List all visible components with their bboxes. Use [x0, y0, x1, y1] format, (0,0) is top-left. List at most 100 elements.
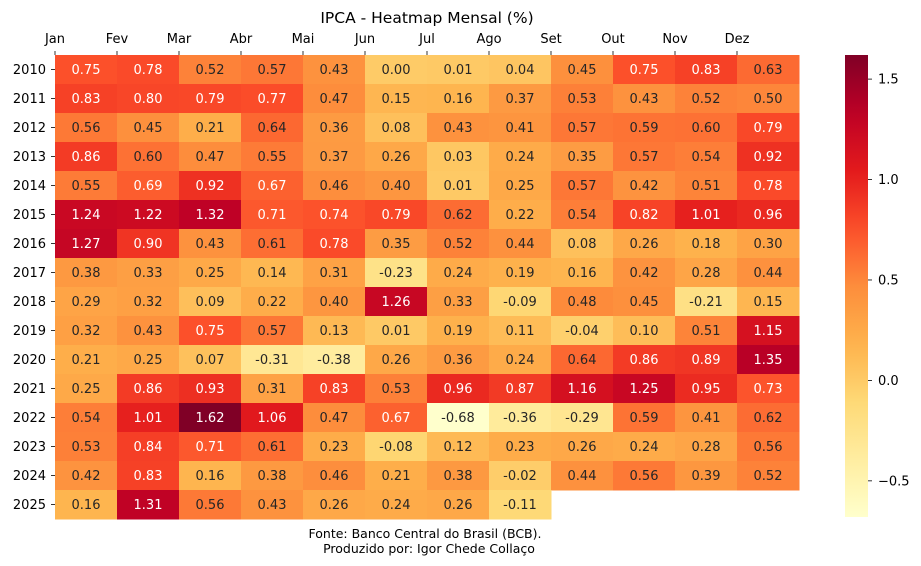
heatmap-cell	[365, 316, 428, 346]
cell-value-label: 0.64	[568, 353, 597, 368]
heatmap-cell	[489, 55, 552, 85]
cell-value-label: 0.67	[258, 179, 287, 194]
heatmap-cell	[613, 229, 676, 259]
cell-value-label: 0.86	[630, 353, 659, 368]
heatmap-cell	[427, 345, 490, 375]
heatmap-cell	[241, 403, 304, 433]
heatmap-cell	[489, 490, 552, 520]
cell-value-label: 0.52	[692, 92, 721, 107]
cell-value-label: 0.75	[630, 63, 659, 78]
cell-value-label: 0.45	[134, 121, 163, 136]
heatmap-cell	[179, 403, 242, 433]
heatmap-cell	[55, 461, 118, 491]
cell-value-label: -0.38	[317, 353, 351, 368]
heatmap-cell	[241, 200, 304, 230]
heatmap-cell	[365, 287, 428, 317]
heatmap-cell	[55, 490, 118, 520]
heatmap-cell	[551, 113, 614, 143]
heatmap-cell	[303, 258, 366, 288]
cell-value-label: 0.54	[568, 208, 597, 223]
cell-value-label: 0.54	[692, 150, 721, 165]
cell-value-label: 0.63	[754, 63, 783, 78]
cell-value-label: 0.45	[630, 295, 659, 310]
heatmap-cell	[365, 229, 428, 259]
heatmap-cell	[489, 345, 552, 375]
cell-value-label: 0.42	[72, 469, 101, 484]
y-tick-label: 2018	[13, 295, 46, 310]
cell-value-label: 0.44	[506, 237, 535, 252]
cell-value-label: -0.21	[689, 295, 723, 310]
heatmap-cell	[427, 490, 490, 520]
cell-value-label: 0.62	[444, 208, 473, 223]
cell-value-label: 1.62	[196, 411, 225, 426]
cell-value-label: 0.57	[568, 121, 597, 136]
heatmap-cell	[427, 432, 490, 462]
cell-value-label: 0.15	[754, 295, 783, 310]
heatmap-cell	[55, 374, 118, 404]
cell-value-label: 0.45	[568, 63, 597, 78]
cell-value-label: 0.64	[258, 121, 287, 136]
heatmap-cell	[117, 55, 180, 85]
heatmap-cell	[241, 490, 304, 520]
heatmap-cell	[55, 229, 118, 259]
heatmap-cell	[117, 142, 180, 172]
cell-value-label: 1.26	[382, 295, 411, 310]
cell-value-label: 0.96	[754, 208, 783, 223]
heatmap-cell	[613, 374, 676, 404]
cell-value-label: 0.16	[196, 469, 225, 484]
heatmap-cell	[303, 229, 366, 259]
cell-value-label: 0.14	[258, 266, 287, 281]
x-axis-month-labels: Jan Fev Mar Abr Mai Jun Jul Ago Set Out Nov Dez	[44, 32, 750, 55]
cell-value-label: 0.36	[444, 353, 473, 368]
heatmap-cell	[365, 200, 428, 230]
heatmap-cell	[551, 316, 614, 346]
cell-value-label: 0.43	[196, 237, 225, 252]
heatmap-cell	[427, 55, 490, 85]
heatmap-cell	[613, 200, 676, 230]
y-tick-label: 2019	[13, 324, 46, 339]
cell-value-label: 0.28	[692, 440, 721, 455]
cell-value-label: 0.78	[320, 237, 349, 252]
heatmap-cell	[551, 200, 614, 230]
heatmap-cell	[117, 171, 180, 201]
cell-value-label: -0.08	[379, 440, 413, 455]
heatmap-cell	[427, 142, 490, 172]
heatmap-cell	[241, 171, 304, 201]
y-tick-label: 2012	[13, 121, 46, 136]
heatmap-cell	[613, 142, 676, 172]
heatmap-cell	[675, 374, 738, 404]
cell-value-label: 0.43	[630, 92, 659, 107]
cell-value-label: 1.01	[134, 411, 163, 426]
heatmap-cell	[675, 55, 738, 85]
heatmap-cell	[365, 461, 428, 491]
heatmap-cell	[675, 316, 738, 346]
heatmap-cell	[427, 113, 490, 143]
cell-value-label: 0.25	[196, 266, 225, 281]
cell-value-label: 0.80	[134, 92, 163, 107]
heatmap-cell	[737, 345, 800, 375]
cell-value-label: 0.26	[630, 237, 659, 252]
heatmap-cell	[489, 287, 552, 317]
heatmap-cell	[489, 200, 552, 230]
cell-value-label: 0.37	[506, 92, 535, 107]
heatmap-cell	[489, 374, 552, 404]
cell-value-label: 0.26	[568, 440, 597, 455]
heatmap-cell	[117, 374, 180, 404]
heatmap-cell	[551, 345, 614, 375]
heatmap-cell	[303, 113, 366, 143]
heatmap-cell	[489, 171, 552, 201]
heatmap-cell	[551, 142, 614, 172]
heatmap-cell	[303, 55, 366, 85]
cell-value-label: 0.21	[382, 469, 411, 484]
heatmap-cell	[365, 142, 428, 172]
heatmap-cell	[675, 113, 738, 143]
heatmap-cell	[365, 432, 428, 462]
cell-value-label: 0.28	[692, 266, 721, 281]
cell-value-label: -0.36	[503, 411, 537, 426]
cell-value-label: 0.08	[568, 237, 597, 252]
cell-value-label: 0.30	[754, 237, 783, 252]
heatmap-cell	[675, 142, 738, 172]
cell-value-label: 0.61	[258, 237, 287, 252]
cell-value-label: 0.38	[72, 266, 101, 281]
heatmap-cell	[179, 113, 242, 143]
